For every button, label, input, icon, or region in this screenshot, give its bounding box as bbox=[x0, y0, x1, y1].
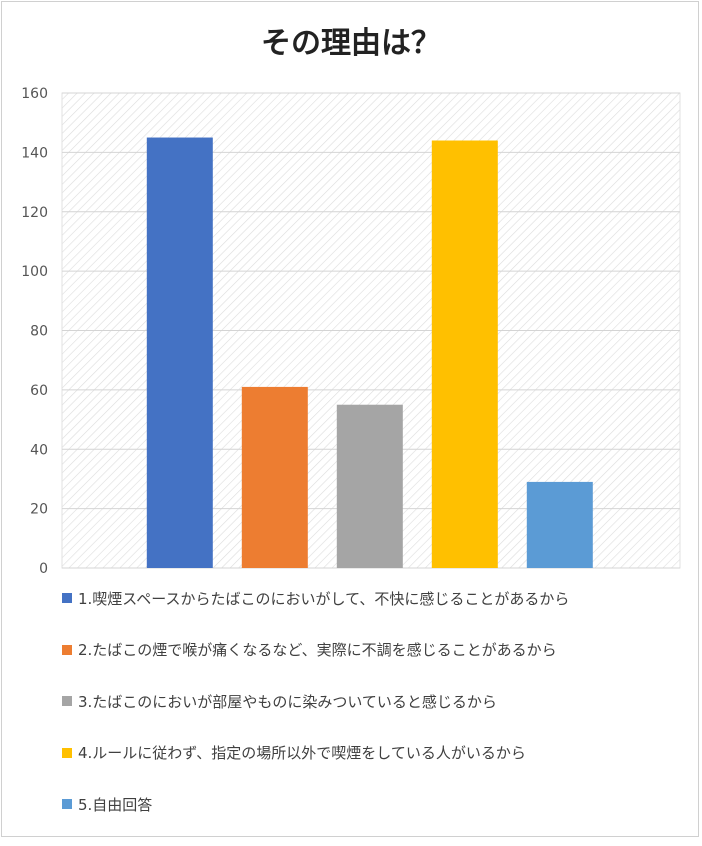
legend-item-2: 2.たばこの煙で喉が痛くなるなど、実際に不調を感じることがあるから bbox=[62, 640, 692, 660]
legend-label: 3.たばこのにおいが部屋やものに染みついていると感じるから bbox=[78, 692, 497, 711]
bar-1 bbox=[146, 137, 213, 568]
y-tick-label: 80 bbox=[30, 324, 48, 340]
bar-5 bbox=[526, 481, 593, 568]
y-tick-label: 120 bbox=[21, 205, 48, 221]
y-tick-label: 100 bbox=[21, 264, 48, 280]
legend-swatch bbox=[62, 644, 72, 655]
y-tick-label: 60 bbox=[30, 383, 48, 399]
legend-item-4: 4.ルールに従わず、指定の場所以外で喫煙をしている人がいるから bbox=[62, 743, 692, 763]
legend-item-3: 3.たばこのにおいが部屋やものに染みついていると感じるから bbox=[62, 691, 692, 711]
y-tick-label: 0 bbox=[39, 561, 48, 577]
legend-swatch bbox=[62, 593, 72, 603]
bar-3 bbox=[336, 404, 403, 568]
legend-swatch bbox=[62, 747, 72, 758]
legend-item-5: 5.自由回答 bbox=[62, 794, 692, 814]
bar-chart: 0 20 40 60 80 100 120 140 160 bbox=[21, 86, 681, 577]
legend-label: 4.ルールに従わず、指定の場所以外で喫煙をしている人がいるから bbox=[78, 744, 526, 762]
y-tick-label: 140 bbox=[21, 145, 48, 161]
legend-swatch bbox=[62, 696, 72, 706]
legend-label: 5.自由回答 bbox=[78, 795, 153, 814]
y-tick-label: 40 bbox=[30, 442, 48, 458]
chart-title: その理由は？ bbox=[261, 26, 441, 61]
legend-label: 2.たばこの煙で喉が痛くなるなど、実際に不調を感じることがあるから bbox=[78, 641, 557, 659]
legend-label: 1.喫煙スペースからたばこのにおいがして、不快に感じることがあるから bbox=[78, 589, 570, 608]
bar-4 bbox=[431, 140, 498, 568]
legend-swatch bbox=[62, 799, 72, 809]
bar-2 bbox=[241, 386, 308, 568]
y-tick-label: 20 bbox=[30, 502, 48, 518]
y-tick-label: 160 bbox=[21, 86, 48, 102]
legend-item-1: 1.喫煙スペースからたばこのにおいがして、不快に感じることがあるから bbox=[62, 588, 692, 608]
legend: 1.喫煙スペースからたばこのにおいがして、不快に感じることがあるから 2.たばこの… bbox=[62, 588, 692, 846]
